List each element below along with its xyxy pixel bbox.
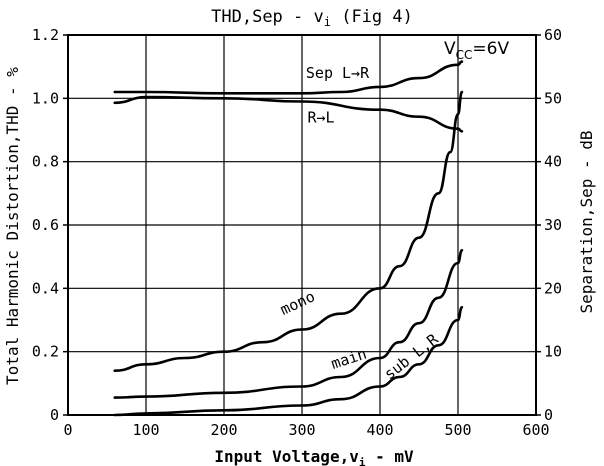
x-tick-label: 200 (210, 421, 237, 439)
series-line-sub-l-r (113, 306, 464, 417)
y-tick-label-left: 1.0 (32, 89, 59, 107)
series-line-main (113, 249, 464, 399)
x-axis-label: Input Voltage,vi - mV (214, 447, 414, 466)
series-label-sep-l-r: Sep L→R (306, 64, 370, 82)
x-tick-label: 400 (366, 421, 393, 439)
y-tick-label-left: 0.6 (32, 216, 59, 234)
x-tick-label: 300 (288, 421, 315, 439)
y-tick-label-right: 0 (544, 406, 553, 424)
x-tick-label: 500 (444, 421, 471, 439)
series-label-main: main (329, 345, 369, 373)
vcc-annotation: VCC=6V (444, 39, 509, 62)
series-layer: Sep L→R R→L mono main sub L,R (113, 60, 464, 417)
plot-frame (67, 34, 537, 416)
y-tick-label-left: 0.8 (32, 153, 59, 171)
x-tick-label: 0 (63, 421, 72, 439)
series-label-sub-l-r: sub L,R (381, 330, 443, 384)
tick-label-layer: 0 100 200 300 400 500 60000.20.40.60.81.01.201… (32, 26, 562, 439)
y-axis-label-left: Total Harmonic Distortion,THD - % (3, 67, 22, 385)
y-tick-label-left: 1.2 (32, 26, 59, 44)
y-tick-label-left: 0 (50, 406, 59, 424)
y-tick-label-right: 50 (544, 89, 562, 107)
series-line-r-l (113, 95, 464, 133)
y-tick-label-right: 40 (544, 153, 562, 171)
x-tick-label: 100 (132, 421, 159, 439)
x-tick-label: 600 (522, 421, 549, 439)
y-tick-label-left: 0.2 (32, 343, 59, 361)
y-tick-label-right: 30 (544, 216, 562, 234)
y-tick-label-right: 10 (544, 343, 562, 361)
series-label-r-l: R→L (307, 108, 334, 126)
series-line-mono (113, 90, 464, 372)
y-axis-label-right: Separation,Sep - dB (577, 130, 596, 313)
series-line-sep-l-r (113, 60, 464, 95)
series-label-mono: mono (277, 287, 317, 319)
y-tick-label-left: 0.4 (32, 279, 59, 297)
y-tick-label-right: 20 (544, 279, 562, 297)
y-tick-label-right: 60 (544, 26, 562, 44)
chart-title: THD,Sep - vi (Fig 4) (211, 7, 413, 29)
